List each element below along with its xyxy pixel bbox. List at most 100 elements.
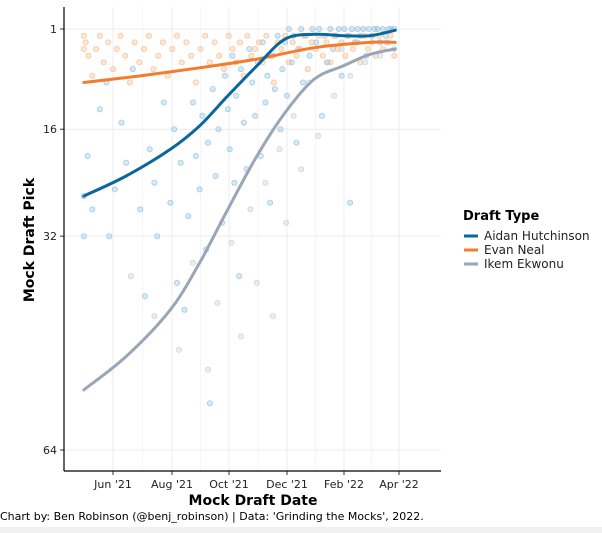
- scatter-point: [285, 59, 292, 66]
- scatter-point: [225, 32, 232, 39]
- scatter-point: [209, 86, 216, 93]
- scatter-point: [248, 52, 255, 59]
- scatter-point: [252, 46, 259, 53]
- scatter-point: [111, 186, 118, 193]
- scatter-point: [215, 126, 222, 133]
- scatter-point: [82, 39, 89, 46]
- scatter-point: [206, 59, 213, 66]
- scatter-point: [129, 66, 136, 73]
- scatter-point: [236, 39, 243, 46]
- scatter-point: [140, 46, 147, 53]
- x-tick-label: Dec '21: [266, 478, 308, 491]
- scatter-point: [327, 25, 334, 32]
- scatter-point: [89, 72, 96, 79]
- scatter-point: [204, 366, 211, 373]
- scatter-point: [212, 172, 219, 179]
- y-tick-label: 16: [43, 123, 57, 136]
- scatter-point: [269, 313, 276, 320]
- scatter-point: [283, 219, 290, 226]
- scatter-point: [342, 52, 349, 59]
- scatter-point: [150, 66, 157, 73]
- scatter-point: [271, 86, 278, 93]
- scatter-point: [151, 313, 158, 320]
- scatter-point: [349, 46, 356, 53]
- scatter-point: [145, 32, 152, 39]
- scatter-point: [285, 25, 292, 32]
- trend-line-aidan-hutchinson: [82, 28, 397, 198]
- scatter-point: [171, 126, 178, 133]
- trend-line-ikem-ekwonu: [82, 47, 397, 392]
- scatter-point: [387, 32, 394, 39]
- scatter-point: [175, 346, 182, 353]
- scatter-point: [229, 52, 236, 59]
- scatter-point: [323, 59, 330, 66]
- scatter-point: [293, 52, 300, 59]
- scatter-point: [377, 52, 384, 59]
- scatter-point: [279, 66, 286, 73]
- scatter-point: [100, 59, 107, 66]
- x-tick-label: Apr '22: [379, 478, 419, 491]
- scatter-point: [347, 72, 354, 79]
- scatter-point: [136, 59, 143, 66]
- scatter-point: [335, 25, 342, 32]
- scatter-point: [206, 400, 213, 407]
- scatter-point: [80, 32, 87, 39]
- x-tick-label: Feb '22: [324, 478, 364, 491]
- tick-labels: Jun '21 Aug '21 Oct '21 Dec '21 Feb '22 Apr '…: [43, 23, 419, 491]
- scatter-point: [264, 72, 271, 79]
- scatter-point: [159, 39, 166, 46]
- legend-label: Ikem Ekwonu: [484, 257, 564, 271]
- scatter-point: [236, 273, 243, 280]
- scatter-point: [183, 39, 190, 46]
- scatter-point: [127, 273, 134, 280]
- scatter-point: [276, 146, 283, 153]
- scatter-point: [289, 39, 296, 46]
- scatter-point: [247, 206, 254, 213]
- scatter-point: [313, 39, 320, 46]
- scatter-point: [293, 139, 300, 146]
- scatter-point: [315, 25, 322, 32]
- scatter-point: [233, 92, 240, 99]
- scatter-point: [118, 119, 125, 126]
- scatter-point: [304, 66, 311, 73]
- scatter-point: [196, 186, 203, 193]
- scatter-point: [214, 299, 221, 306]
- scatter-point: [240, 119, 247, 126]
- caption: Chart by: Ben Robinson (@benj_robinson) …: [0, 510, 424, 523]
- scatter-point: [151, 179, 158, 186]
- scatter-point: [323, 39, 330, 46]
- scatter-point: [216, 52, 223, 59]
- scatter-point: [354, 25, 361, 32]
- scatter-point: [365, 25, 372, 32]
- scatter-point: [204, 139, 211, 146]
- scatter-point: [221, 72, 228, 79]
- legend-label: Aidan Hutchinson: [484, 229, 590, 243]
- scatter-point: [348, 25, 355, 32]
- scatter-point: [173, 279, 180, 286]
- scatter-point: [237, 66, 244, 73]
- scatter-point: [137, 206, 144, 213]
- scatter-point: [126, 79, 133, 86]
- y-axis-title: Mock Draft Pick: [22, 177, 38, 302]
- scatter-point: [197, 46, 204, 53]
- scatter-point: [274, 32, 281, 39]
- scatter-point: [237, 333, 244, 340]
- scatter-point: [226, 146, 233, 153]
- x-tick-label: Jun '21: [93, 478, 132, 491]
- scatter-point: [211, 39, 218, 46]
- scatter-point: [338, 72, 345, 79]
- scatter-point: [341, 25, 348, 32]
- scatter-point: [131, 39, 138, 46]
- scatter-point: [89, 206, 96, 213]
- scatter-point: [231, 179, 238, 186]
- x-tick-label: Oct '21: [209, 478, 249, 491]
- legend-label: Evan Neal: [484, 243, 545, 257]
- scatter-point: [80, 46, 87, 53]
- scatter-point: [146, 146, 153, 153]
- scatter-point: [263, 32, 270, 39]
- scatter-point: [185, 213, 192, 220]
- scatter-point: [192, 152, 199, 159]
- y-tick-label: 1: [50, 23, 57, 36]
- scatter-point: [122, 52, 129, 59]
